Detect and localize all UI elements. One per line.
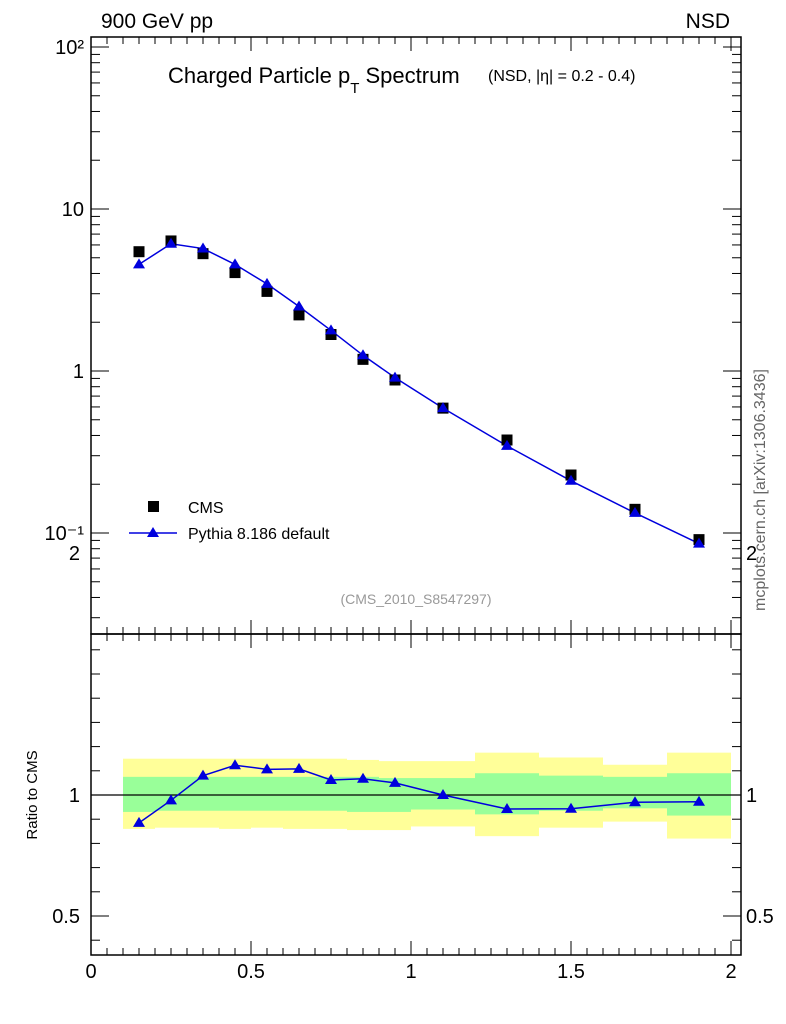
header-right: NSD [686, 10, 730, 33]
main-y-tick-labels: 10⁻¹ 1 10 10² [45, 37, 85, 545]
legend-data-marker [148, 501, 159, 512]
ratio-mc-point [133, 816, 145, 827]
mc-point [261, 277, 273, 288]
ratio-band-inner [667, 773, 731, 816]
x-tick-labels: 0 0.5 1 1.5 2 [85, 961, 736, 983]
ratio-mc-point [325, 773, 337, 784]
plot-title: Charged Particle pT Spectrum [168, 63, 460, 97]
ratio-mc-point [165, 794, 177, 805]
header-left: 900 GeV pp [101, 10, 213, 33]
ratio-band-inner [219, 776, 251, 811]
mc-point [565, 474, 577, 485]
ratio-axis-ticks [90, 634, 741, 955]
ratio-y-tick-label-right: 2 [746, 543, 757, 565]
ratio-y-axis-label: Ratio to CMS [24, 750, 41, 839]
ratio-y-tick-label: 2 [69, 543, 80, 565]
main-frame [90, 36, 742, 635]
main-y-tick-label: 10⁻¹ [45, 523, 85, 545]
x-tick-label: 0 [85, 961, 96, 983]
legend-mc-label: Pythia 8.186 default [188, 526, 330, 543]
ratio-band-inner [123, 776, 155, 812]
title-main: Charged Particle p [168, 63, 350, 88]
mc-point [197, 242, 209, 253]
watermark: (CMS_2010_S8547297) [341, 591, 492, 607]
ratio-mc-point [437, 789, 449, 799]
mc-line [138, 242, 700, 545]
cms-point [325, 328, 337, 340]
ratio-mc-point [261, 763, 273, 774]
main-y-tick-label: 10² [55, 37, 84, 59]
ratio-mc-point [229, 759, 241, 770]
mc-point [389, 371, 401, 382]
x-tick-label: 2 [725, 961, 736, 983]
ratio-y-tick-label: 1 [69, 785, 80, 807]
ratio-mc-point [501, 803, 513, 814]
ratio-mc-point [565, 802, 577, 813]
ratio-mc-point [629, 796, 641, 807]
legend-data-label: CMS [188, 500, 224, 517]
ratio-mc-point [293, 762, 305, 773]
legend-mc-marker [147, 527, 159, 537]
mc-point [133, 258, 145, 269]
cms-point [357, 353, 369, 365]
ratio-mc-point [693, 795, 705, 806]
main-y-tick-label: 10 [62, 199, 84, 221]
ratio-y-tick-labels: 0.5 0.5 1 1 2 2 [52, 543, 774, 928]
x-tick-label: 0.5 [237, 961, 265, 983]
mc-point [165, 237, 177, 248]
cms-point [261, 285, 273, 297]
mc-point [293, 300, 305, 311]
x-tick-label: 1.5 [557, 961, 585, 983]
mc-point [501, 439, 513, 450]
cms-point [229, 267, 241, 279]
mc-point [629, 506, 641, 517]
main-y-tick-label: 1 [73, 361, 84, 383]
mc-point [229, 258, 241, 269]
ratio-band-inner [187, 776, 219, 811]
cms-point [293, 309, 305, 321]
ratio-mc-point [197, 769, 209, 780]
ratio-uncertainty-bands [123, 752, 731, 839]
cms-point [197, 248, 209, 260]
main-panel: 10⁻¹ 1 10 10² [45, 36, 742, 635]
ratio-y-tick-label: 0.5 [52, 906, 80, 928]
ratio-mc-line [138, 764, 700, 824]
mc-point [325, 324, 337, 335]
mc-point [357, 349, 369, 360]
mc-point [437, 402, 449, 413]
side-label: mcplots.cern.ch [arXiv:1306.3436] [752, 369, 769, 611]
main-series [133, 235, 705, 548]
ratio-band-inner [283, 776, 315, 811]
ratio-panel: 0.5 0.5 1 1 2 2 0 0.5 1 1.5 2 [52, 543, 774, 983]
ratio-band-inner [155, 776, 187, 811]
ratio-y-tick-label-right: 0.5 [746, 906, 774, 928]
x-tick-label: 1 [405, 961, 416, 983]
title-small: (NSD, |η| = 0.2 - 0.4) [488, 68, 635, 85]
main-axis-ticks [90, 37, 741, 634]
title-main2: Spectrum [359, 63, 459, 88]
title-subscript: T [350, 80, 359, 97]
ratio-y-tick-label-right: 1 [746, 785, 757, 807]
legend: CMS Pythia 8.186 default [129, 500, 330, 543]
ratio-band-inner [251, 776, 283, 811]
ratio-frame [90, 633, 742, 956]
ratio-mc-point [389, 776, 401, 787]
mc-point [693, 537, 705, 548]
cms-point [133, 246, 145, 258]
ratio-mc-point [357, 772, 369, 783]
ratio-series [133, 759, 705, 827]
